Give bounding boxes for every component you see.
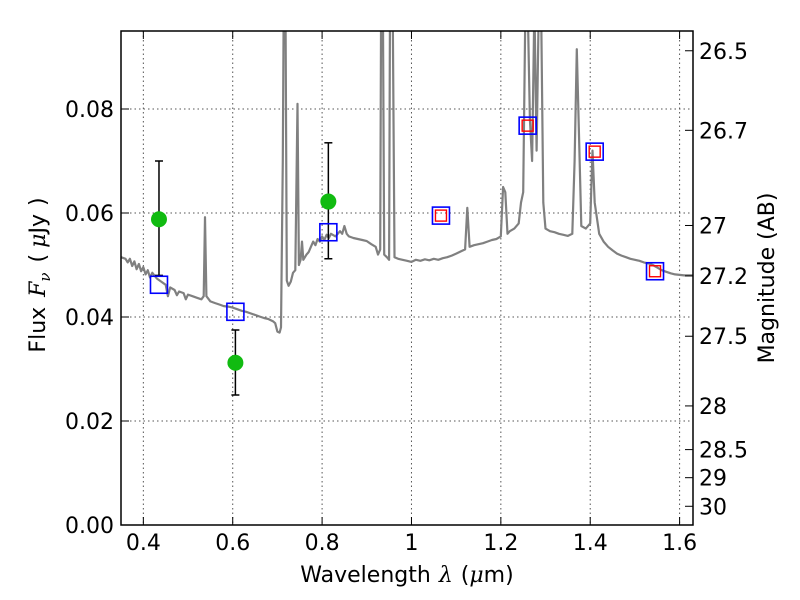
- inner-box: [434, 209, 448, 222]
- inner-box: [588, 145, 601, 158]
- x-tick-label: 1.6: [662, 531, 697, 556]
- y-tick-label: 0.00: [65, 514, 114, 539]
- observed-points: [150, 193, 337, 371]
- model-box: [226, 302, 245, 322]
- plot-frame: [120, 30, 694, 526]
- y2-tick-label: 27: [699, 214, 727, 239]
- model-spectrum: [121, 31, 693, 334]
- model-box: [431, 206, 451, 225]
- x-tick-label: 1: [404, 531, 418, 556]
- y-axis-label: FluxFν(μJy): [26, 197, 54, 352]
- y2-tick-label: 30: [699, 495, 727, 520]
- model-box: [319, 222, 338, 242]
- y2-tick-label: 27.5: [699, 325, 748, 350]
- y2-tick-label: 27.2: [699, 265, 748, 290]
- observed-point: [150, 211, 167, 228]
- observed-point: [320, 193, 337, 210]
- observed-point: [227, 354, 244, 371]
- y2-tick-label: 28.5: [699, 439, 748, 464]
- spectrum-line: [121, 31, 693, 334]
- x-tick-label: 1.2: [483, 531, 518, 556]
- axis-ticks: 0.4 0.6 0.8 1 1.2 1.4 1.6 0.00 0.02 0.04 0.06 0.08 2…: [65, 31, 748, 556]
- model-box: [149, 275, 169, 295]
- x-axis-label: Wavelength λ (μm): [300, 563, 513, 588]
- model-box: [645, 261, 665, 281]
- x-tick-label: 1.4: [573, 531, 608, 556]
- error-bars: [154, 142, 333, 396]
- y2-tick-label: 28: [699, 395, 727, 420]
- grid: [121, 31, 693, 525]
- y-tick-label: 0.02: [65, 410, 114, 435]
- y2-axis-label: Magnitude (AB): [755, 193, 780, 364]
- y2-tick-label: 26.7: [699, 119, 748, 144]
- model-box: [585, 142, 604, 161]
- inner-box: [648, 265, 662, 278]
- y-tick-label: 0.08: [65, 98, 114, 123]
- y-tick-label: 0.04: [65, 306, 114, 331]
- x-tick-label: 0.4: [126, 531, 161, 556]
- inner-box: [521, 119, 534, 132]
- y2-tick-label: 29: [699, 467, 727, 492]
- x-tick-label: 0.6: [215, 531, 250, 556]
- model-box: [518, 116, 537, 135]
- y-tick-label: 0.06: [65, 202, 114, 227]
- model-photometry-boxes: [149, 116, 665, 322]
- y2-tick-label: 26.5: [699, 40, 748, 65]
- x-tick-label: 0.8: [305, 531, 340, 556]
